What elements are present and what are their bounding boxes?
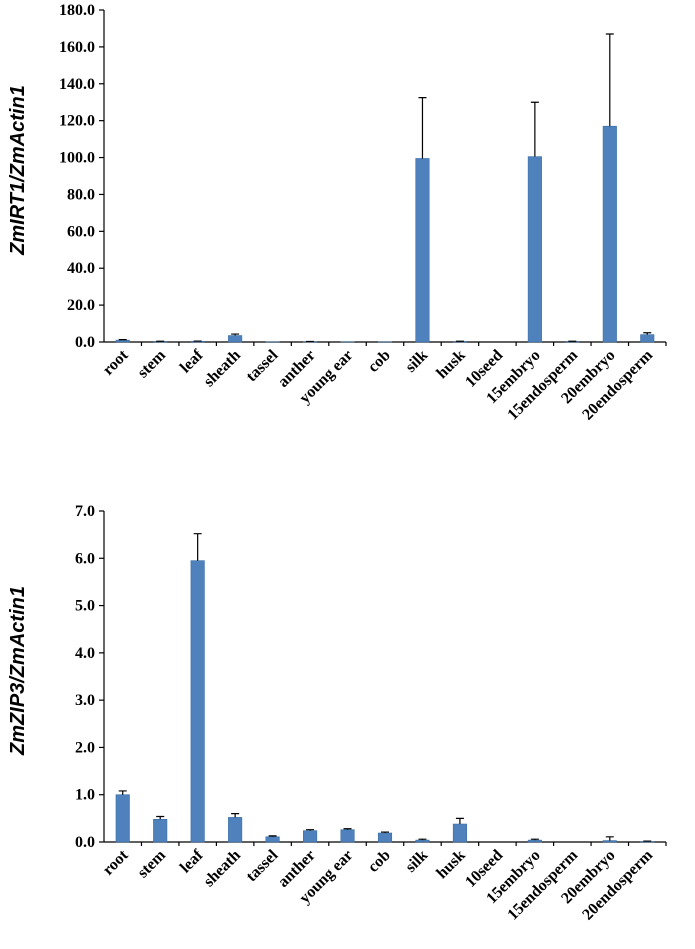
y-tick-label: 0.0 <box>75 834 95 851</box>
bar-tassel <box>265 836 280 843</box>
x-tick-label: silk <box>402 347 431 376</box>
x-tick-label: stem <box>134 846 169 881</box>
y-tick-label: 7.0 <box>75 503 95 520</box>
error-bar <box>231 813 240 818</box>
x-tick-label: root <box>100 846 132 878</box>
chart-zmzip3: 0.0 1.0 2.0 3.0 4.0 5.0 6.0 7.0 ZmZIP3/ZmActin1 r… <box>7 503 667 924</box>
bar-15embryo <box>527 156 542 343</box>
bar-root <box>115 339 130 343</box>
bar-15embryo <box>527 839 542 843</box>
error-bar <box>381 831 389 834</box>
error-bar <box>268 835 277 837</box>
bar-leaf <box>190 560 205 843</box>
error-bar <box>455 817 464 825</box>
error-bar <box>118 339 127 341</box>
x-tick-label: silk <box>402 847 431 876</box>
error-bar <box>418 838 427 841</box>
x-tick-label: leaf <box>177 346 207 376</box>
error-bar <box>530 838 539 841</box>
error-bar <box>605 836 614 841</box>
bar-stem <box>153 819 168 843</box>
y-tick-label: 6.0 <box>75 550 95 567</box>
error-bar <box>605 33 614 127</box>
bar-silk <box>415 839 430 843</box>
y-tick-label: 100.0 <box>59 150 95 167</box>
bar-20endosperm <box>640 334 655 343</box>
error-bar <box>156 815 165 820</box>
x-tick-label: sheath <box>201 347 245 391</box>
error-bar <box>530 101 539 157</box>
x-tick-label: leaf <box>177 846 207 876</box>
y-tick-label: 1.0 <box>75 787 95 804</box>
chart-zmirt1: 0.0 20.0 40.0 60.0 80.0 100.0 120.0 140.0 160.0 1… <box>7 2 667 424</box>
y-tick-label: 180.0 <box>59 2 95 19</box>
x-tick-label: sheath <box>201 847 245 891</box>
bar-anther <box>303 830 318 843</box>
y-tick-label: 140.0 <box>59 76 95 93</box>
bar-young-ear <box>340 829 355 843</box>
x-tick-label: cob <box>365 847 394 876</box>
y-tick-label: 20.0 <box>67 297 95 314</box>
error-bar <box>118 790 127 795</box>
bar-silk <box>415 158 430 343</box>
bar-husk <box>452 823 467 843</box>
y-tick-label: 0.0 <box>75 334 95 351</box>
y-tick-label: 120.0 <box>59 113 95 130</box>
x-tick-label: root <box>100 346 132 378</box>
bar-20embryo <box>602 840 617 843</box>
bar-sheath <box>228 817 243 843</box>
y-tick-label: 160.0 <box>59 39 95 56</box>
error-bar <box>193 533 202 561</box>
y-tick-label: 4.0 <box>75 645 95 662</box>
bar-cob <box>377 832 393 843</box>
error-bar <box>306 829 315 831</box>
x-tick-label: stem <box>134 346 169 381</box>
error-bar <box>418 97 427 159</box>
x-tick-label: cob <box>365 347 394 376</box>
y-axis-title: ZmIRT1/ZmActin1 <box>7 85 29 256</box>
error-bar <box>343 828 352 830</box>
y-tick-label: 5.0 <box>75 598 95 615</box>
y-tick-label: 3.0 <box>75 692 95 709</box>
y-tick-label: 40.0 <box>67 260 95 277</box>
bar-root <box>115 794 130 843</box>
y-tick-label: 60.0 <box>67 223 95 240</box>
error-bar <box>231 333 240 336</box>
error-bar <box>643 332 652 335</box>
y-tick-label: 80.0 <box>67 186 95 203</box>
y-tick-label: 2.0 <box>75 739 95 756</box>
y-axis-title: ZmZIP3/ZmActin1 <box>7 586 29 756</box>
bar-20embryo <box>602 125 617 343</box>
bar-sheath <box>228 335 243 343</box>
